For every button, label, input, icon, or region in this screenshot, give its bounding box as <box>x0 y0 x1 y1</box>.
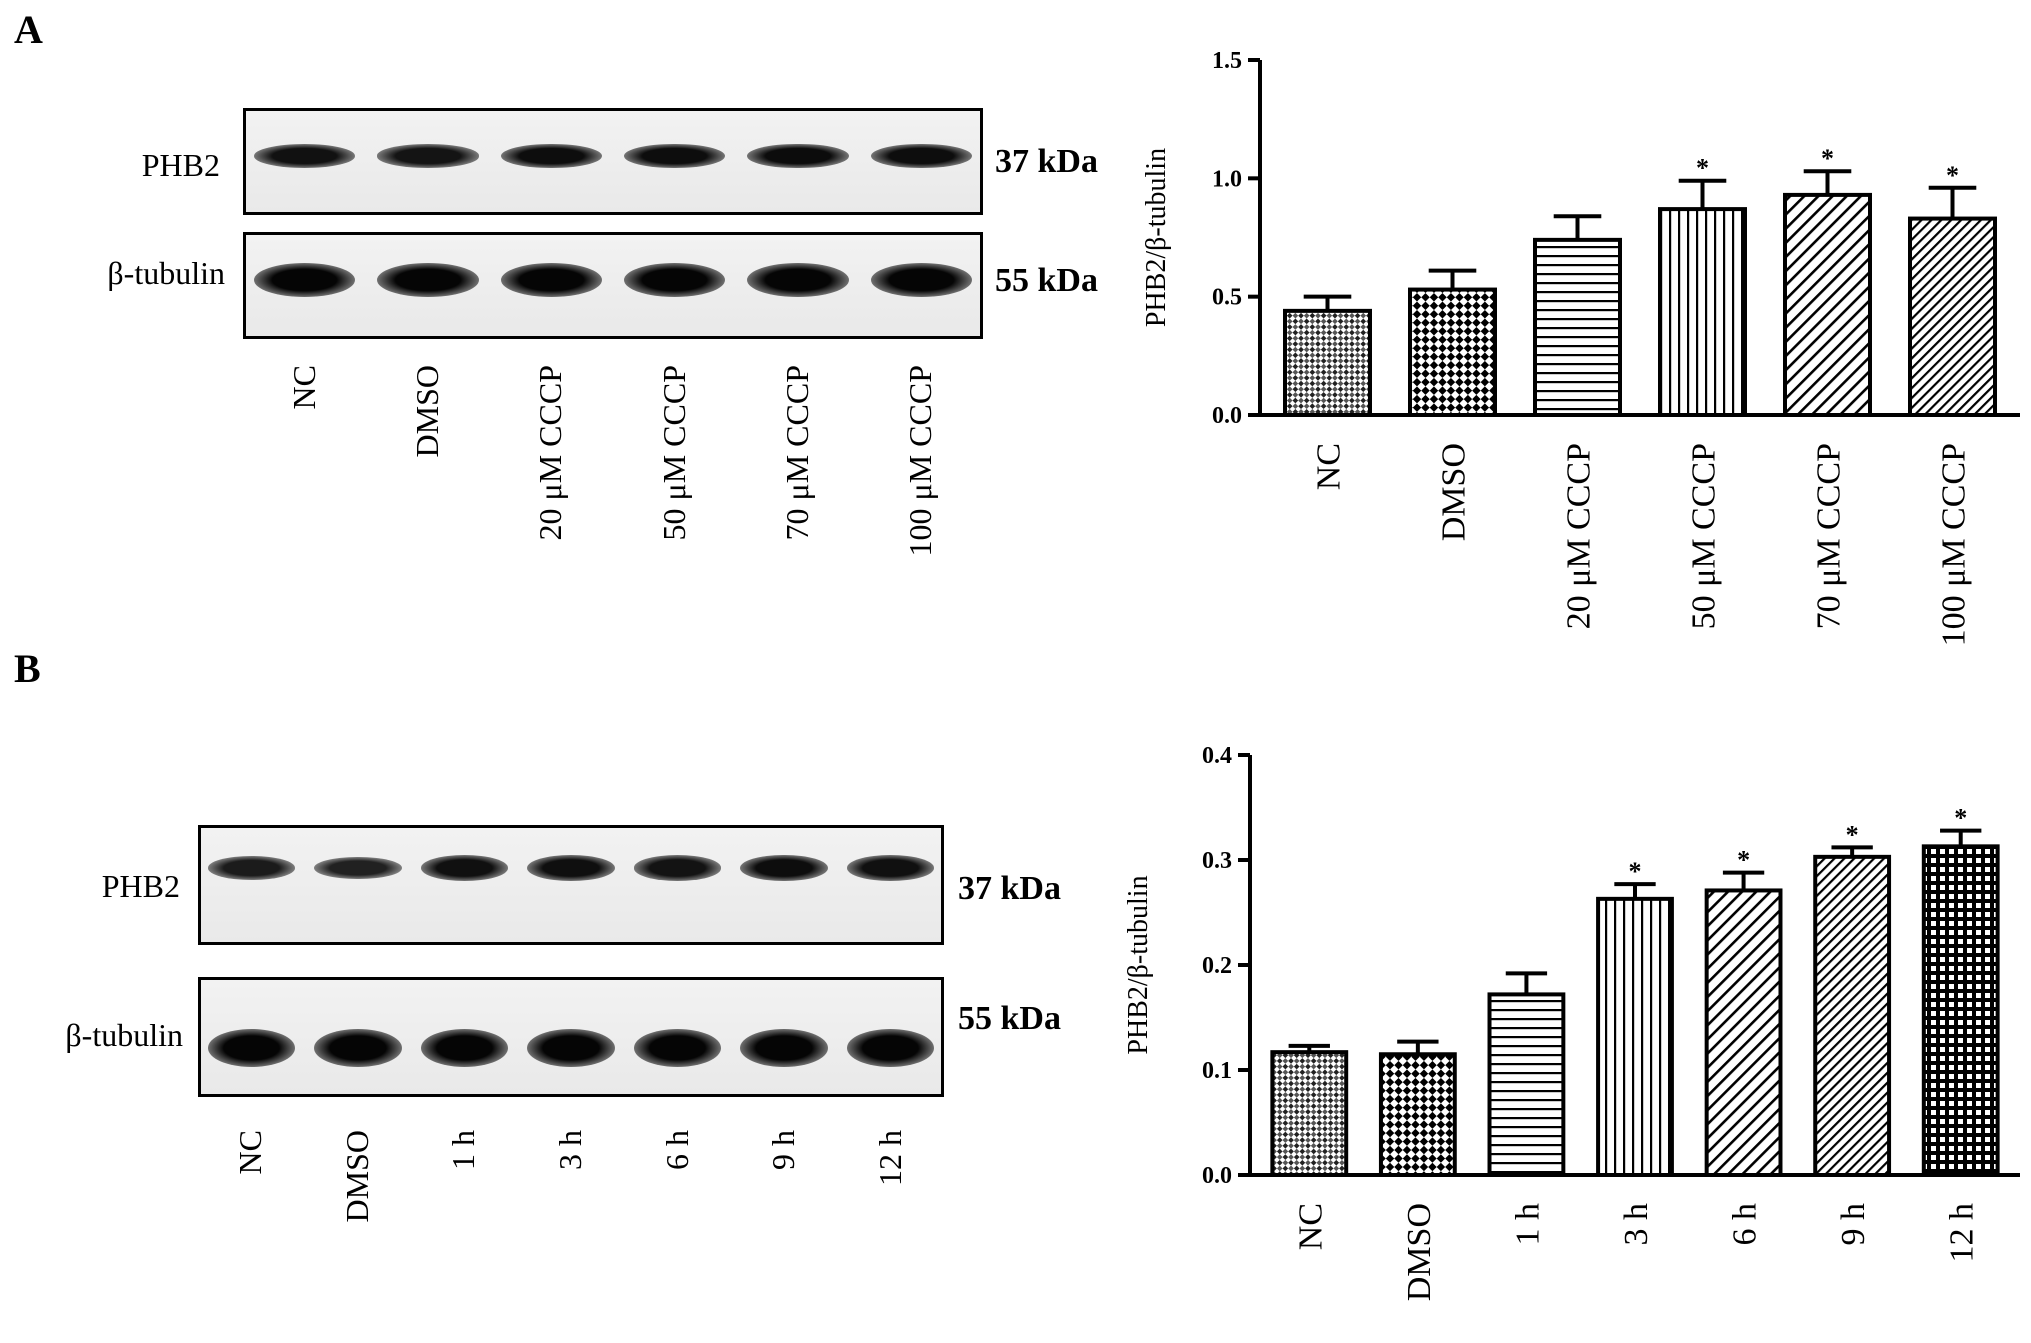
x-tick-label: NC <box>1311 443 1348 490</box>
blot-band <box>500 143 602 169</box>
significance-marker: * <box>1737 846 1750 875</box>
blot-a-protein-tubulin: β-tubulin <box>107 255 225 291</box>
blot-b-kda-phb2: 37 kDa <box>958 870 1061 907</box>
blot-band <box>377 263 479 297</box>
x-tick-label: 12 h <box>1944 1203 1981 1263</box>
blot-a-row-tubulin <box>243 232 983 339</box>
significance-marker: * <box>1946 161 1959 190</box>
blot-band <box>527 1029 615 1067</box>
blot-band <box>377 144 479 168</box>
blot-band <box>527 855 615 881</box>
blot-b-kda-tubulin: 55 kDa <box>958 1000 1061 1037</box>
bar <box>1378 1052 1457 1177</box>
blot-b-row-phb2 <box>198 825 944 945</box>
blot-band <box>420 855 509 881</box>
y-tick-label: 0.3 <box>1202 848 1232 874</box>
y-tick-label: 0.0 <box>1202 1163 1232 1189</box>
blot-band <box>624 263 726 297</box>
blot-band <box>420 1029 509 1067</box>
bar <box>1487 992 1566 1177</box>
blot-lane-label: DMSO <box>409 365 445 458</box>
blot-band <box>500 263 602 297</box>
y-tick-label: 1.0 <box>1212 166 1242 192</box>
x-tick-label: 70 μM CCCP <box>1811 443 1848 629</box>
x-tick-label: DMSO <box>1401 1203 1438 1301</box>
x-tick-label: 6 h <box>1727 1203 1764 1246</box>
x-tick-label: 20 μM CCCP <box>1561 443 1598 629</box>
blot-lane-label: 3 h <box>552 1130 588 1170</box>
blot-band <box>633 855 722 881</box>
blot-band <box>870 143 972 169</box>
bar <box>1813 854 1892 1177</box>
blot-lane-label: 50 μM CCCP <box>655 365 692 541</box>
x-tick-label: 9 h <box>1835 1203 1872 1246</box>
x-tick-label: DMSO <box>1436 443 1473 541</box>
blot-band <box>314 1029 402 1067</box>
bar <box>1408 287 1497 418</box>
bar <box>1658 207 1747 417</box>
blot-a-kda-tubulin: 55 kDa <box>995 262 1098 299</box>
blot-band <box>740 854 828 882</box>
blot-band <box>314 856 402 880</box>
blot-lane-label: NC <box>232 1130 269 1175</box>
significance-marker: * <box>1846 820 1859 849</box>
x-tick-label: NC <box>1292 1203 1329 1250</box>
significance-marker: * <box>1696 154 1709 183</box>
y-tick-label: 0.2 <box>1202 953 1232 979</box>
blot-band <box>207 856 295 880</box>
blot-a-row-phb2 <box>243 108 983 215</box>
bar <box>1533 237 1622 417</box>
significance-marker: * <box>1821 144 1834 173</box>
y-tick-label: 1.5 <box>1212 48 1242 74</box>
blot-lane-label: 6 h <box>658 1130 695 1170</box>
x-tick-label: 1 h <box>1509 1203 1546 1246</box>
blot-lane-label: NC <box>285 365 322 410</box>
blot-band <box>254 144 356 168</box>
blot-lane-label: 12 h <box>871 1130 908 1186</box>
blot-band <box>207 1029 295 1067</box>
y-tick-label: 0.4 <box>1202 743 1232 769</box>
y-axis-title: PHB2/β-tubulin <box>1141 148 1172 327</box>
bar <box>1283 308 1372 417</box>
blot-band <box>847 1029 935 1067</box>
blot-band <box>254 263 356 297</box>
bar <box>1921 844 2000 1177</box>
blot-band <box>870 263 972 297</box>
bar <box>1596 896 1674 1177</box>
x-tick-label: 100 μM CCCP <box>1936 443 1973 646</box>
blot-lane-label: 9 h <box>765 1130 802 1170</box>
blot-lane-label: 1 h <box>445 1130 482 1170</box>
blot-b-protein-phb2: PHB2 <box>101 868 180 904</box>
blot-a-kda-phb2: 37 kDa <box>995 143 1098 180</box>
blot-a-protein-phb2: PHB2 <box>141 147 220 183</box>
blot-band <box>747 143 849 169</box>
panel-label-b: B <box>14 646 41 691</box>
bar <box>1270 1050 1349 1177</box>
significance-marker: * <box>1629 857 1642 886</box>
blot-band <box>633 1029 722 1067</box>
blot-b-protein-tubulin: β-tubulin <box>65 1017 183 1053</box>
x-tick-label: 50 μM CCCP <box>1686 443 1723 629</box>
blot-band <box>847 855 935 881</box>
y-axis-title: PHB2/β-tubulin <box>1123 875 1154 1054</box>
significance-marker: * <box>1954 804 1967 833</box>
bar-chart-a: 0.0 0.5 1.0 1.5 PHB2/β-tubulin NC DMSO 20 μM CC… <box>1141 48 2020 646</box>
blot-band <box>747 263 849 297</box>
x-tick-label: 3 h <box>1618 1203 1655 1246</box>
blot-lane-label: 100 μM CCCP <box>902 365 939 557</box>
y-tick-label: 0.0 <box>1212 403 1242 429</box>
blot-lane-label: 70 μM CCCP <box>779 365 815 541</box>
bar <box>1704 888 1783 1177</box>
bar <box>1908 216 1997 417</box>
blot-band <box>740 1029 828 1067</box>
blot-lane-label: DMSO <box>338 1130 375 1223</box>
blot-band <box>624 143 726 169</box>
y-tick-label: 0.5 <box>1212 285 1242 311</box>
blot-lane-label: 20 μM CCCP <box>532 365 569 541</box>
y-tick-label: 0.1 <box>1202 1058 1232 1084</box>
panel-label-a: A <box>14 7 43 52</box>
bar-chart-b: 0.0 0.1 0.2 0.3 0.4 PHB2/β-tubulin NC DMSO 1 h * 3… <box>1123 743 2020 1301</box>
bar <box>1783 192 1872 417</box>
